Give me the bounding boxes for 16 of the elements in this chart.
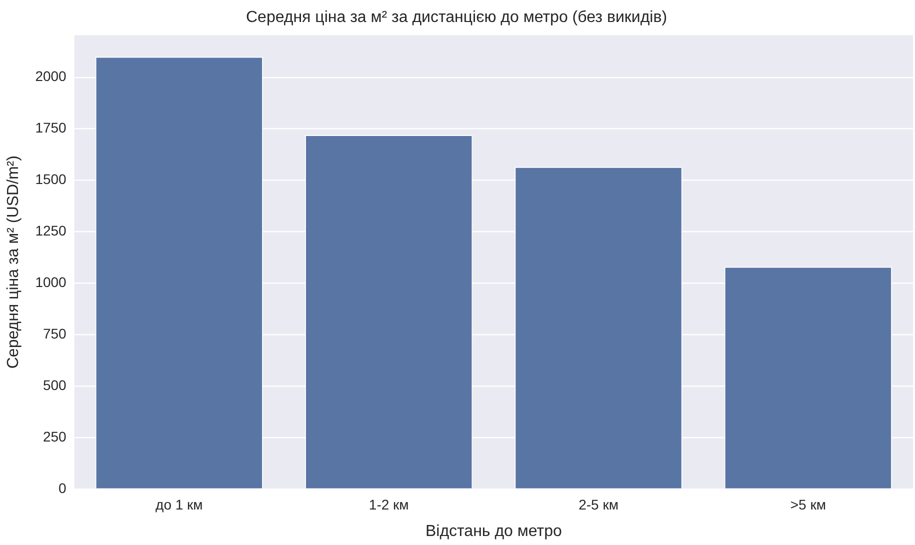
y-tick-label: 250 — [42, 428, 67, 444]
y-tick-label: 1000 — [35, 274, 67, 290]
y-tick-label: 0 — [58, 480, 67, 496]
y-tick-label: 1500 — [35, 171, 67, 188]
x-tick-label: 2-5 км — [578, 496, 618, 512]
x-tick-label: до 1 км — [156, 496, 203, 512]
y-tick-label: 500 — [42, 376, 67, 393]
x-tick-label: >5 км — [790, 496, 826, 512]
y-tick-label: 1250 — [35, 222, 67, 239]
y-tick-label: 1750 — [35, 120, 67, 136]
y-tick-label: 750 — [42, 326, 67, 342]
y-axis-title: Середня ціна за м² (USD/m²) — [5, 156, 22, 369]
chart-title: Середня ціна за м² за дистанцією до метро (без викидів) — [246, 9, 668, 26]
y-tick-label: 2000 — [35, 68, 67, 84]
x-tick-label: 1-2 км — [368, 496, 409, 512]
x-axis-title: Відстань до метро — [425, 522, 562, 540]
